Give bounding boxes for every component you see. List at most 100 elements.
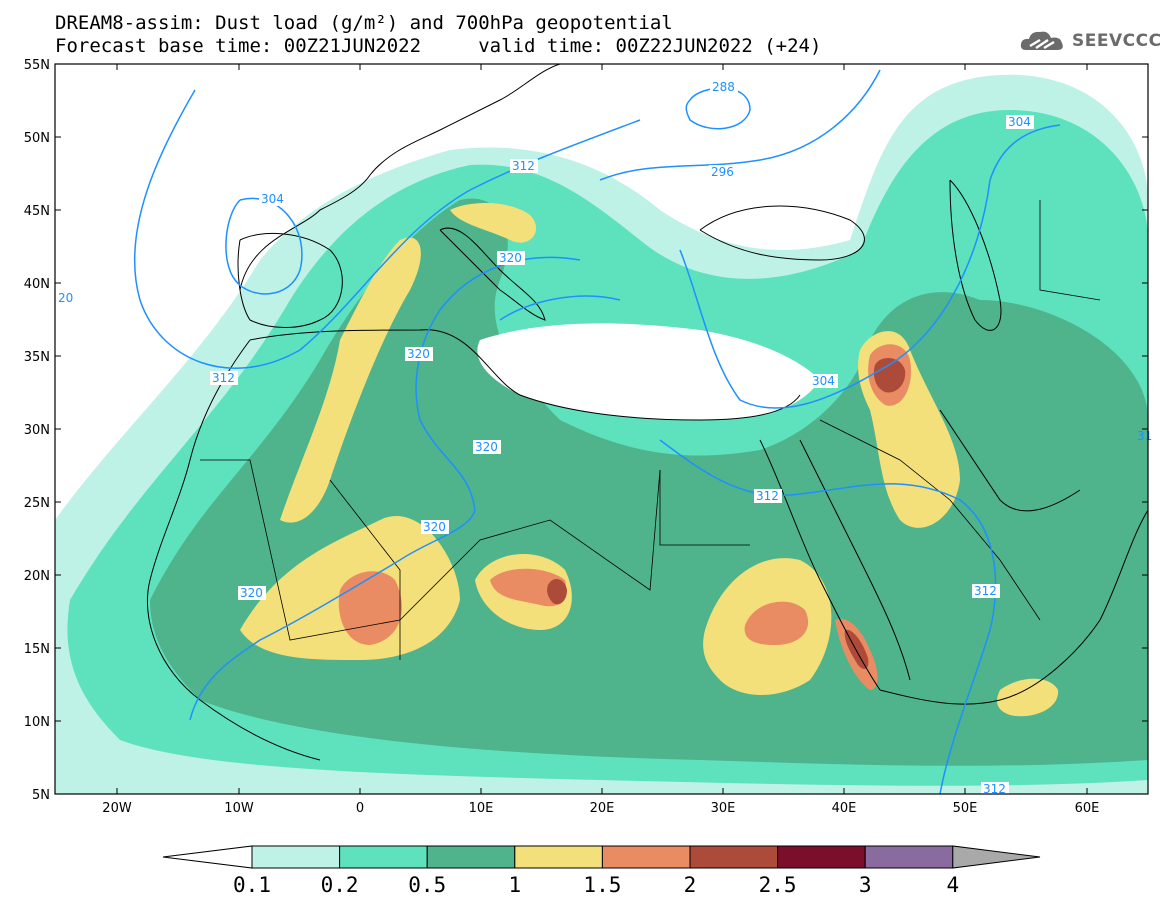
- colorbar-label: 0.2: [321, 873, 359, 897]
- contour-label-312-b: 312: [210, 371, 238, 385]
- svg-text:296: 296: [711, 165, 734, 179]
- dust-region-1-yemen: [997, 678, 1059, 717]
- seevccc-logo: SEEVCCC: [1018, 26, 1162, 56]
- black-sea-coast: [699, 205, 865, 261]
- cloud-icon: [1020, 31, 1063, 50]
- lat-tick-label: 30N: [24, 423, 50, 438]
- contour-320-a: [189, 256, 581, 721]
- colorbar-label: 0.1: [233, 873, 271, 897]
- lat-tick-label: 5N: [32, 788, 50, 803]
- coastlines: [146, 64, 1148, 761]
- svg-text:312: 312: [756, 489, 779, 503]
- contour-label-20-edge: 20: [58, 291, 73, 305]
- lat-tick-label: 10N: [24, 715, 50, 730]
- svg-text:312: 312: [974, 584, 997, 598]
- country-borders: [200, 200, 1101, 660]
- lat-tick-label: 20N: [24, 569, 50, 584]
- dust-region-2-chad: [547, 578, 567, 605]
- dust-region-1.5-chad: [490, 568, 567, 607]
- lat-tick-label: 45N: [24, 204, 50, 219]
- svg-text:320: 320: [240, 586, 263, 600]
- logo-text: SEEVCCC: [1072, 31, 1162, 51]
- red-sea-coast: [759, 439, 911, 691]
- lat-tick-label: 25N: [24, 496, 50, 511]
- colorbar-swatch: [339, 845, 428, 869]
- contour-304-east: [679, 124, 1061, 409]
- border-sahara-b: [329, 479, 401, 660]
- colorbar-label: 1: [508, 873, 521, 897]
- lat-tick-label: 40N: [24, 277, 50, 292]
- italy-coast: [439, 227, 546, 321]
- dust-region-1.5-sudan: [744, 601, 809, 645]
- contour-label-320-a: 320: [497, 251, 525, 265]
- africa-west-coast: [146, 339, 321, 761]
- svg-text:320: 320: [423, 520, 446, 534]
- colorbar-swatch: [514, 845, 603, 869]
- dust-field: [55, 74, 1148, 794]
- dust-region-1-adriatic: [450, 203, 537, 243]
- svg-text:312: 312: [983, 782, 1006, 796]
- colorbar-right-triangle: [952, 845, 1041, 869]
- map-title: DREAM8-assim: Dust load (g/m²) and 700hP…: [55, 12, 673, 34]
- lon-tick-label: 10W: [224, 801, 254, 816]
- contour-288: [685, 87, 751, 130]
- svg-text:304: 304: [812, 374, 835, 388]
- colorbar-label: 1.5: [583, 873, 621, 897]
- contour-label-320-e: 320: [238, 586, 266, 600]
- mediterranean-clear: [477, 323, 820, 420]
- lon-tick-label: 40E: [832, 801, 857, 816]
- colorbar-swatch: [864, 845, 954, 869]
- lon-tick-label: 60E: [1075, 801, 1100, 816]
- colorbar-swatch: [251, 845, 341, 869]
- svg-text:320: 320: [407, 347, 430, 361]
- colorbar-swatch: [689, 845, 779, 869]
- lon-tick-label: 20E: [590, 801, 615, 816]
- gulf-coast: [939, 409, 1081, 512]
- caspian-coast: [949, 179, 1002, 331]
- contour-label-312-c: 312: [754, 489, 782, 503]
- svg-text:320: 320: [475, 440, 498, 454]
- africa-north-coast: [249, 329, 801, 421]
- geopotential-contours: [133, 69, 1061, 794]
- contour-label-304-mid: 304: [810, 374, 838, 388]
- contour-label-320-d: 320: [421, 520, 449, 534]
- dust-region-2-iraq: [873, 358, 906, 393]
- contour-label-320-b: 320: [405, 347, 433, 361]
- contour-label-312-d: 312: [972, 584, 1000, 598]
- border-iran: [1039, 200, 1101, 301]
- colorbar-label: 2.5: [759, 873, 797, 897]
- contour-label-304-east: 304: [1006, 115, 1034, 129]
- lon-tick-label: 30E: [711, 801, 736, 816]
- svg-text:304: 304: [261, 192, 284, 206]
- lat-tick-label: 55N: [24, 58, 50, 73]
- colorbar-swatch: [426, 845, 516, 869]
- contour-label-304-west: 304: [259, 192, 287, 206]
- lon-tick-label: 20W: [102, 801, 132, 816]
- lat-tick-label: 35N: [24, 350, 50, 365]
- europe-coast: [239, 64, 561, 291]
- contour-label-31-edge: 31: [1137, 429, 1152, 443]
- colorbar-label: 0.5: [408, 873, 446, 897]
- contour-320-b: [499, 295, 621, 321]
- colorbar-swatch: [777, 845, 866, 869]
- colorbar-label: 2: [684, 873, 697, 897]
- lon-tick-label: 50E: [953, 801, 978, 816]
- lon-tick-label: 10E: [469, 801, 494, 816]
- svg-text:304: 304: [1008, 115, 1031, 129]
- contour-label-320-c: 320: [473, 440, 501, 454]
- arabia-coast: [879, 509, 1148, 705]
- lat-tick-label: 15N: [24, 642, 50, 657]
- contour-312-west: [133, 89, 641, 369]
- colorbar-swatch: [601, 845, 691, 869]
- svg-text:320: 320: [499, 251, 522, 265]
- contour-296: [599, 69, 881, 181]
- colorbar-label: 4: [946, 873, 959, 897]
- colorbar-left-triangle: [162, 845, 253, 869]
- contour-label-288: 288: [710, 80, 738, 94]
- colorbar-label: 3: [859, 873, 872, 897]
- svg-text:312: 312: [512, 159, 535, 173]
- border-mideast: [819, 419, 1041, 621]
- svg-text:31: 31: [1137, 429, 1152, 443]
- lon-tick-label: 0: [356, 801, 364, 816]
